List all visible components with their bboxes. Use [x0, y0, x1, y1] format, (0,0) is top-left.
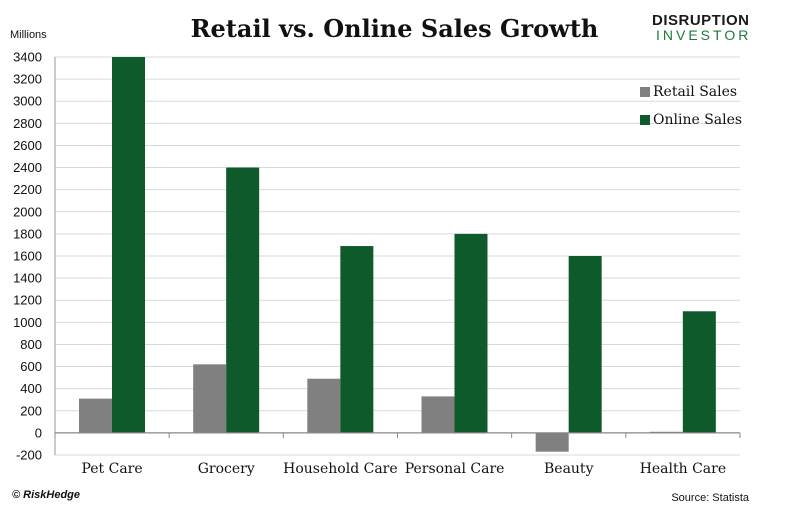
legend-label-online: Online Sales	[653, 112, 743, 128]
y-tick-label: 0	[35, 425, 42, 440]
bar-retail	[307, 378, 341, 433]
y-tick-label: 800	[20, 337, 42, 352]
legend-swatch-retail	[640, 87, 650, 97]
bar-retail	[193, 364, 227, 433]
y-tick-label: 200	[20, 403, 42, 418]
y-axis-unit-label: Millions	[10, 29, 47, 41]
chart-title: Retail vs. Online Sales Growth	[190, 14, 599, 43]
y-tick-label: 3000	[13, 94, 42, 109]
bar-online	[340, 246, 374, 433]
x-category-label: Personal Care	[405, 461, 505, 477]
y-tick-label: 1000	[13, 315, 42, 330]
legend-swatch-online	[640, 115, 650, 125]
bar-online	[682, 311, 716, 433]
bar-online	[568, 256, 602, 433]
y-tick-label: 400	[20, 381, 42, 396]
logo-text-bottom: INVESTOR	[656, 27, 752, 43]
y-tick-label: 1600	[13, 249, 42, 264]
y-tick-label: 1400	[13, 271, 42, 286]
y-tick-label: 3400	[13, 50, 42, 65]
bar-online	[226, 167, 260, 433]
x-category-label: Household Care	[283, 461, 398, 477]
x-category-label: Pet Care	[81, 461, 142, 477]
y-tick-label: 1200	[13, 293, 42, 308]
y-tick-label: 2600	[13, 138, 42, 153]
y-tick-label: -200	[16, 448, 42, 463]
bar-retail	[421, 396, 455, 433]
bar-retail	[535, 432, 569, 452]
copyright-text: © RiskHedge	[12, 489, 81, 501]
chart-legend: Retail Sales Online Sales	[640, 78, 742, 134]
y-tick-label: 2400	[13, 160, 42, 175]
legend-item-retail: Retail Sales	[640, 78, 742, 106]
y-tick-label: 3200	[13, 72, 42, 87]
legend-label-retail: Retail Sales	[653, 84, 738, 100]
y-tick-label: 2800	[13, 116, 42, 131]
logo-text-top: DISRUPTION	[652, 12, 750, 29]
bar-online	[454, 233, 488, 433]
disruption-investor-logo: DISRUPTION INVESTOR	[652, 12, 762, 46]
bar-online	[112, 57, 145, 433]
y-tick-label: 2000	[13, 204, 42, 219]
y-tick-label: 2200	[13, 182, 42, 197]
x-category-label: Beauty	[544, 461, 594, 477]
bar-retail	[79, 398, 112, 433]
source-text: Source: Statista	[671, 492, 749, 504]
x-category-label: Health Care	[640, 461, 726, 477]
y-tick-label: 600	[20, 359, 42, 374]
y-tick-label: 1800	[13, 226, 42, 241]
legend-item-online: Online Sales	[640, 106, 742, 134]
x-category-label: Grocery	[198, 461, 255, 477]
